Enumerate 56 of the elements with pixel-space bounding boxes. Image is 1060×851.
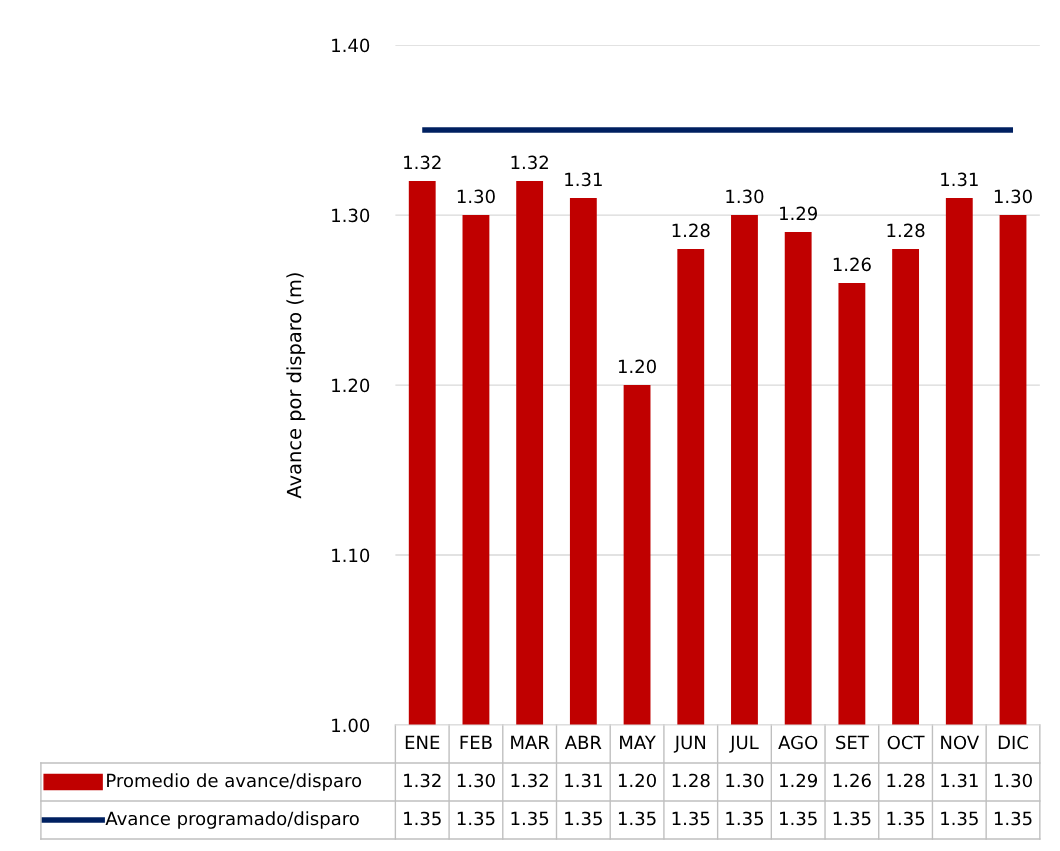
data-label: 1.35	[404, 811, 441, 826]
data-label: 1.29	[780, 773, 818, 788]
data-label: 1.30	[726, 773, 764, 788]
y-tick-label: 1.10	[332, 548, 370, 563]
data-label: 1.28	[887, 773, 925, 788]
data-label: 1.35	[726, 811, 763, 826]
text: 1.29	[780, 206, 818, 221]
x-tick-label: SET	[836, 735, 869, 750]
data-label: 1.35	[833, 811, 871, 826]
text: 1.30	[457, 189, 495, 204]
x-tick-label: DIC	[998, 735, 1028, 750]
y-tick-label: 1.30	[332, 208, 370, 223]
text: 1.32	[404, 155, 441, 170]
text: 1.30	[994, 189, 1032, 204]
data-label: 1.31	[941, 773, 978, 788]
data-label: 1.35	[994, 811, 1032, 826]
text: 1.28	[887, 223, 925, 238]
x-tick-label: MAY	[620, 735, 656, 750]
data-label: 1.35	[457, 811, 495, 826]
data-label: 1.35	[780, 811, 817, 826]
data-label: 1.30	[457, 773, 495, 788]
data-label: 1.30	[994, 773, 1032, 788]
data-label: 1.20	[618, 773, 656, 788]
data-label: 1.35	[887, 811, 925, 826]
text: 1.26	[833, 257, 871, 272]
text: 1.31	[941, 172, 978, 187]
x-tick-label: JUN	[673, 735, 706, 753]
legend-label: Avance programado/disparo	[105, 811, 359, 829]
text: 1.20	[618, 359, 656, 374]
data-label: 1.35	[941, 811, 978, 826]
data-label: 1.28	[672, 773, 710, 788]
x-tick-label: AGO	[778, 735, 818, 750]
x-tick-label: FEB	[460, 735, 492, 750]
text: 1.31	[565, 172, 602, 187]
data-label: 1.35	[618, 811, 656, 826]
x-tick-label: MAR	[511, 735, 550, 750]
y-tick-label: 1.40	[332, 38, 370, 53]
y-tick-label: 1.00	[332, 718, 370, 733]
data-label: 1.35	[672, 811, 710, 826]
y-axis-title: Avance por disparo (m)	[286, 273, 306, 499]
x-tick-label: JUL	[729, 735, 759, 753]
x-tick-label: ABR	[564, 735, 602, 750]
text: 1.30	[726, 189, 764, 204]
data-label: 1.35	[511, 811, 549, 826]
data-label: 1.32	[511, 773, 548, 788]
x-tick-label: ENE	[405, 735, 440, 750]
data-label: 1.31	[565, 773, 602, 788]
data-label: 1.32	[404, 773, 441, 788]
data-label: 1.26	[833, 773, 871, 788]
text: 1.28	[672, 223, 710, 238]
x-tick-label: NOV	[941, 735, 980, 750]
x-tick-label: OCT	[887, 735, 925, 750]
data-label: 1.35	[565, 811, 602, 826]
y-tick-label: 1.20	[332, 378, 370, 393]
legend-label: Promedio de avance/disparo	[107, 773, 362, 791]
text: 1.32	[511, 155, 548, 170]
